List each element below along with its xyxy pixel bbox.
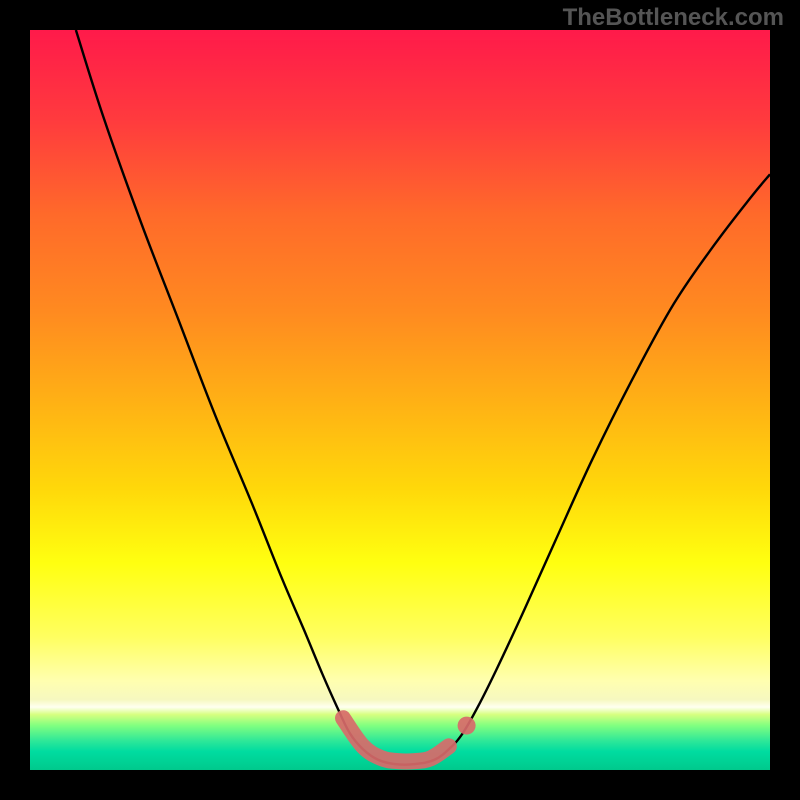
plot-background: [30, 30, 770, 770]
optimal-point-dot: [458, 717, 476, 735]
watermark-text: TheBottleneck.com: [563, 4, 784, 32]
chart-canvas: TheBottleneck.com: [0, 0, 800, 800]
bottleneck-chart: [0, 0, 800, 800]
